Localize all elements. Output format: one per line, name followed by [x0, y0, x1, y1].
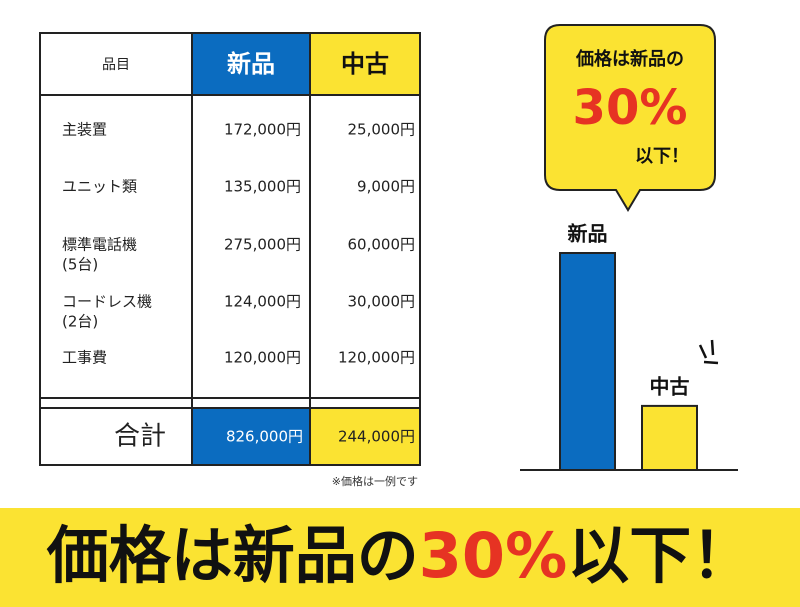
table-border — [39, 32, 421, 466]
callout-text: 以下！ — [635, 146, 689, 167]
emphasis-marks — [698, 339, 719, 365]
row-new: 124,000円 — [224, 293, 301, 311]
row-item: コードレス機 — [62, 293, 152, 311]
row-used: 60,000円 — [348, 236, 416, 254]
header-label: 新品 — [227, 50, 275, 78]
row-item: 工事費 — [62, 349, 107, 367]
row-sub: (2台) — [62, 313, 98, 331]
row-item: 標準電話機 — [62, 236, 137, 254]
header-label: 中古 — [341, 50, 389, 78]
callout-bubble — [544, 24, 716, 212]
bar-label: 中古 — [650, 374, 690, 398]
row-new: 120,000円 — [224, 349, 301, 367]
total-label: 合計 — [114, 422, 166, 452]
row-new: 275,000円 — [224, 236, 301, 254]
callout: 価格は新品の 30% 以下！ — [544, 24, 716, 212]
price-table: 品目 新品 中古 合計 826,000円 244,000円 ※価格は一例です 主… — [39, 32, 421, 488]
header-cell-new — [192, 33, 310, 95]
row-new: 135,000円 — [224, 178, 301, 196]
header-label: 品目 — [102, 57, 130, 73]
row-item: 主装置 — [62, 121, 107, 139]
banner-highlight: 30% — [419, 519, 567, 592]
bar — [641, 404, 698, 472]
total-cell-used — [310, 408, 420, 465]
bar-label: 新品 — [568, 222, 608, 246]
callout-text: 価格は新品の — [575, 48, 684, 70]
header-cell-used — [310, 33, 420, 95]
row-used: 25,000円 — [348, 121, 416, 139]
note: ※価格は一例です — [332, 474, 418, 488]
row-used: 30,000円 — [348, 293, 416, 311]
total-used: 244,000円 — [338, 428, 415, 446]
total-cell-new — [192, 408, 310, 465]
banner-main: 価格は新品の — [46, 519, 419, 592]
total-new: 826,000円 — [226, 428, 303, 446]
row-used: 9,000円 — [357, 178, 415, 196]
banner-background — [0, 508, 800, 607]
banner-tail: 以下！ — [567, 519, 753, 592]
row-new: 172,000円 — [224, 121, 301, 139]
row-sub: (5台) — [62, 256, 98, 274]
bar — [559, 252, 616, 471]
banner-text: 価格は新品の30%以下！ — [46, 519, 753, 592]
row-item: ユニット類 — [62, 178, 137, 196]
row-used: 120,000円 — [338, 349, 415, 367]
callout-highlight: 30% — [573, 80, 688, 136]
